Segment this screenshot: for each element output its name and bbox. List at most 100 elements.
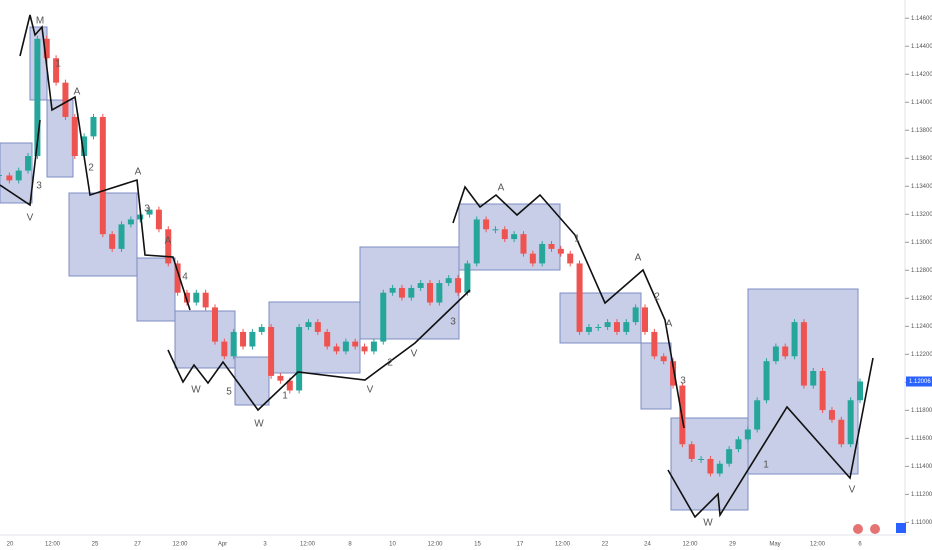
x-tick-label: 12:00 (682, 542, 698, 548)
candle (240, 331, 247, 347)
wave-label: A (498, 183, 505, 194)
candle (604, 322, 611, 328)
candle (99, 116, 106, 235)
candle (333, 346, 340, 352)
y-tick-label: 1.11000 (911, 520, 932, 526)
candle (642, 307, 648, 332)
y-tick-label: 1.13200 (911, 212, 932, 218)
candle (455, 278, 462, 293)
x-tick-label: 12:00 (300, 542, 316, 548)
wave-line (19, 14, 191, 311)
candle (791, 322, 798, 357)
flag-icon (870, 524, 880, 534)
candle (25, 156, 32, 171)
wave-label: 3 (450, 317, 456, 328)
y-tick-label: 1.11200 (911, 492, 932, 498)
candle (398, 287, 405, 298)
candle (698, 458, 705, 460)
candle (511, 234, 518, 240)
candle (155, 209, 162, 230)
candle (118, 224, 125, 249)
candle (557, 248, 564, 254)
candle (595, 327, 602, 329)
wave-label: A (635, 253, 642, 264)
x-tick-label: 12:00 (427, 542, 443, 548)
candle (576, 263, 583, 332)
candle (828, 410, 835, 420)
boxes (0, 26, 859, 511)
candle (754, 400, 761, 430)
candle (296, 327, 303, 391)
wave-label: 3 (680, 376, 686, 387)
box (174, 310, 236, 369)
wave-line (452, 185, 685, 429)
wave-label: 1 (574, 234, 580, 245)
y-tick-label: 1.14400 (911, 44, 932, 50)
candle (857, 381, 863, 401)
candle (34, 38, 41, 157)
candle (800, 322, 807, 386)
candle (380, 292, 387, 342)
wave-label: 2 (88, 163, 94, 174)
wave-lines (0, 14, 874, 519)
x-tick-label: 20 (7, 542, 14, 548)
candle (230, 331, 237, 357)
candle (520, 234, 527, 254)
wave-line (0, 119, 41, 207)
x-tick-label: 22 (602, 542, 609, 548)
candle (324, 331, 331, 347)
wave-label: A (666, 319, 673, 330)
candle (286, 380, 293, 391)
candle (146, 209, 153, 215)
y-tick-label: 1.13600 (911, 156, 932, 162)
box (559, 292, 642, 344)
candle (202, 292, 209, 308)
axes: 1.14600 1.14400 1.14200 1.14000 1.13800 1.136… (7, 16, 932, 548)
candle (548, 243, 555, 249)
candle (529, 253, 536, 264)
candle (838, 419, 845, 445)
candle (716, 463, 723, 474)
candle (408, 287, 415, 298)
y-tick-label: 1.13400 (911, 184, 932, 190)
candle (445, 278, 452, 284)
wave-label: V (411, 349, 418, 360)
candle (258, 327, 265, 332)
candle (370, 341, 377, 352)
wave-label: 1 (282, 391, 288, 402)
last-price-box (906, 376, 932, 387)
y-tick-label: 1.12600 (911, 296, 932, 302)
y-tick-label: 1.12200 (911, 352, 932, 358)
wave-label: M (36, 16, 44, 27)
wave-label: 5 (226, 387, 232, 398)
y-tick-label: 1.12800 (911, 268, 932, 274)
x-tick-label: 17 (517, 542, 524, 548)
candle (352, 341, 359, 347)
candle (436, 283, 443, 303)
y-tick-label: 1.13800 (911, 128, 932, 134)
settings-icon[interactable] (896, 523, 906, 533)
candle (6, 175, 13, 181)
candle (389, 287, 396, 293)
candles (0, 35, 863, 477)
wave-label: V (849, 485, 856, 496)
x-tick-label: May (769, 542, 780, 548)
box (268, 301, 361, 374)
candle (613, 322, 620, 332)
wave-label: 2 (654, 292, 660, 303)
candle (632, 307, 639, 323)
y-tick-label: 1.11600 (911, 436, 932, 442)
x-tick-label: 6 (858, 542, 862, 548)
last-price-label: 1.12006 (909, 379, 931, 385)
y-tick-label: 1.12400 (911, 324, 932, 330)
candle (90, 116, 97, 137)
wave-label: V (367, 385, 374, 396)
wave-label: A (135, 167, 142, 178)
candle (651, 331, 658, 357)
candle (585, 327, 592, 332)
x-tick-label: Apr (218, 542, 227, 548)
candle (819, 370, 826, 411)
candle (71, 116, 78, 157)
box (46, 99, 74, 178)
wave-label: A (74, 87, 81, 98)
